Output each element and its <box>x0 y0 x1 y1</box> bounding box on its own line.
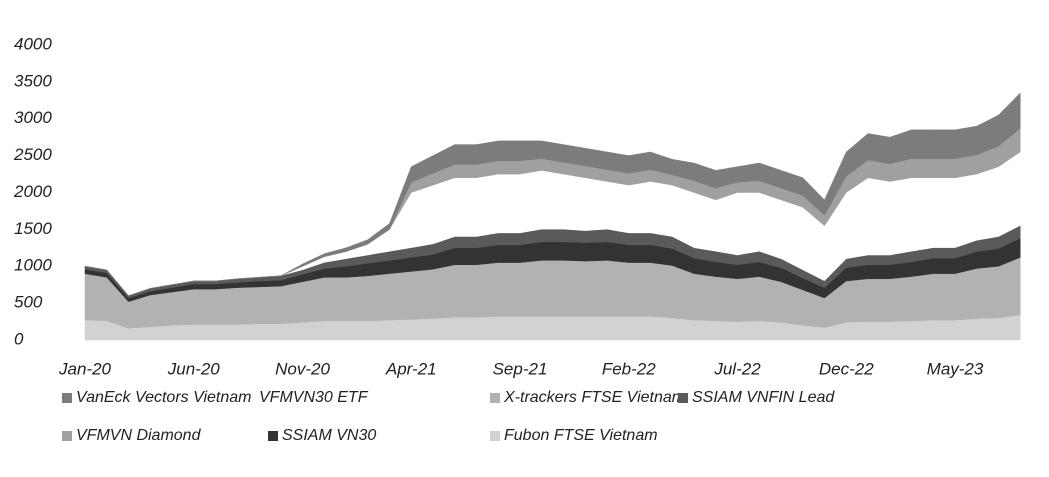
x-tick-label: Sep-21 <box>493 359 548 378</box>
legend-swatch <box>268 431 278 441</box>
legend-swatch <box>678 393 688 403</box>
x-tick-label: Jul-22 <box>713 359 761 378</box>
y-tick-label: 1000 <box>14 256 52 275</box>
y-tick-label: 2500 <box>13 145 52 164</box>
legend-swatch <box>245 393 255 403</box>
y-tick-label: 4000 <box>14 34 52 53</box>
legend-label: SSIAM VNFIN Lead <box>692 389 835 406</box>
x-tick-label: Feb-22 <box>602 359 656 378</box>
x-tick-label: Jan-20 <box>58 359 112 378</box>
x-tick-label: Nov-20 <box>275 359 330 378</box>
x-tick-label: Jun-20 <box>167 359 221 378</box>
area <box>84 92 1021 297</box>
y-tick-label: 1500 <box>14 219 52 238</box>
legend-label: VFMVN30 ETF <box>259 389 369 406</box>
legend-label: VanEck Vectors Vietnam <box>76 389 252 406</box>
x-tick-label: Apr-21 <box>385 359 437 378</box>
y-tick-label: 3500 <box>14 71 52 90</box>
y-tick-label: 2000 <box>13 182 52 201</box>
y-tick-label: 500 <box>14 293 43 312</box>
legend-label: Fubon FTSE Vietnam <box>504 427 658 444</box>
y-tick-label: 3000 <box>14 108 52 127</box>
legend-label: SSIAM VN30 <box>282 427 376 444</box>
legend-label: VFMVN Diamond <box>76 427 202 444</box>
x-tick-label: Dec-22 <box>819 359 874 378</box>
x-tick-label: May-23 <box>927 359 984 378</box>
legend-swatch <box>62 431 72 441</box>
legend-label: X-trackers FTSE Vietnam <box>503 389 685 406</box>
legend-swatch <box>490 431 500 441</box>
legend-swatch <box>490 393 500 403</box>
area <box>84 225 1021 299</box>
legend-swatch <box>62 393 72 403</box>
y-tick-label: 0 <box>14 329 24 348</box>
area <box>85 151 1021 296</box>
